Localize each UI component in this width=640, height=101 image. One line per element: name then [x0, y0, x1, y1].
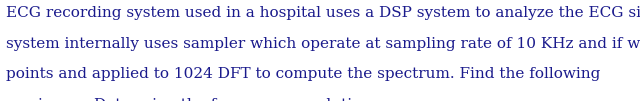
Text: points and applied to 1024 DFT to compute the spectrum. Find the following: points and applied to 1024 DFT to comput… [6, 67, 601, 81]
Text: system internally uses sampler which operate at sampling rate of 10 KHz and if w: system internally uses sampler which ope… [6, 37, 640, 51]
Text: ECG recording system used in a hospital uses a DSP system to analyze the ECG sig: ECG recording system used in a hospital … [6, 6, 640, 20]
Text: Determine the frequency resolution: Determine the frequency resolution [94, 98, 371, 101]
Text: i.: i. [38, 98, 47, 101]
